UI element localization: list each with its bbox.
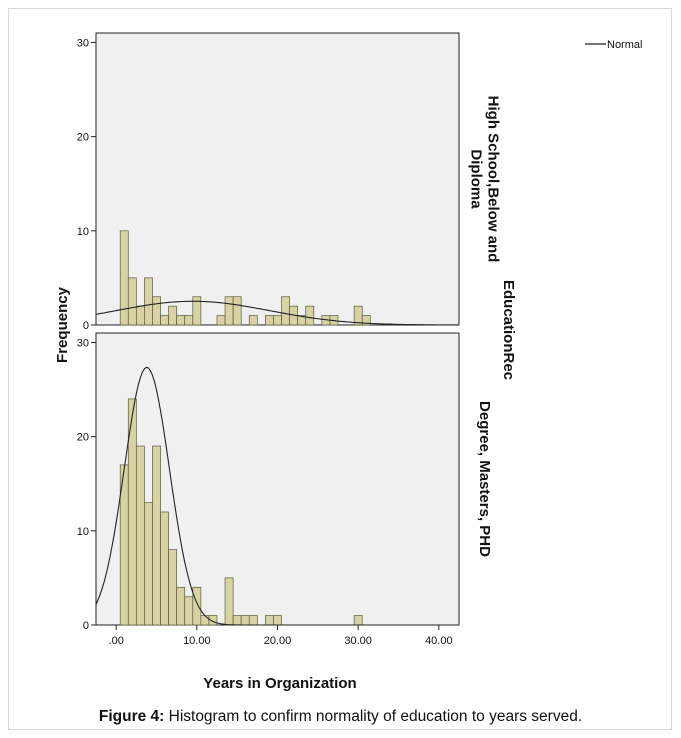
caption-text: Histogram to confirm normality of educat…: [164, 708, 583, 725]
histogram-bar: [135, 305, 145, 326]
y-axis-label: Frequency: [54, 286, 71, 363]
x-tick-label: 20.00: [264, 635, 292, 647]
y-tick-label: 0: [83, 620, 89, 632]
histogram-bar: [135, 445, 145, 626]
histogram-bar: [265, 615, 274, 626]
histogram-bar: [184, 596, 194, 626]
x-tick-label: .00: [109, 635, 124, 647]
x-axis-label: Years in Organization: [203, 675, 356, 692]
histogram-bar: [144, 277, 153, 326]
histogram-bar: [240, 615, 250, 626]
histogram-bar: [273, 315, 282, 326]
y-tick-label: 10: [77, 526, 89, 538]
histogram-bar: [192, 586, 202, 626]
histogram-bar: [152, 296, 161, 326]
histogram-bar: [144, 502, 153, 626]
y-tick-label: 30: [77, 337, 89, 349]
histogram-bar: [216, 315, 226, 326]
histogram-bar: [248, 615, 258, 626]
histogram-bar: [176, 315, 186, 326]
histogram-bar: [160, 511, 169, 626]
legend: Normal: [585, 39, 642, 51]
histogram-bar: [361, 315, 371, 326]
panel-background: [95, 32, 460, 326]
figure-caption: Figure 4: Histogram to confirm normality…: [0, 708, 681, 726]
histogram-bar: [224, 577, 234, 626]
histogram-bar: [127, 277, 137, 326]
histogram-bar: [248, 315, 258, 326]
histogram-bar: [273, 615, 282, 626]
panel-label: Diploma: [468, 149, 485, 209]
histogram-bar: [168, 549, 178, 626]
histogram-bar: [192, 296, 202, 326]
histogram-bar: [305, 305, 315, 326]
y-tick-label: 30: [77, 37, 89, 49]
x-tick-label: 40.00: [425, 635, 453, 647]
histogram-bar: [119, 230, 129, 326]
histogram-bar: [232, 296, 242, 326]
y-tick-label: 20: [77, 132, 89, 144]
facet-title: EducationRec: [500, 280, 517, 380]
histogram-bar: [176, 586, 186, 626]
panel-label: Degree, Masters, PHD: [476, 401, 493, 557]
normal-curve: [95, 300, 459, 326]
y-tick-label: 20: [77, 432, 89, 444]
caption-label: Figure 4:: [98, 708, 165, 725]
x-tick-label: 10.00: [183, 635, 211, 647]
figure-frame: [8, 8, 672, 730]
legend-normal-label: Normal: [607, 39, 642, 51]
histogram-bar: [224, 296, 234, 326]
panel-label: High School,Below and: [485, 96, 502, 263]
x-tick-label: 30.00: [344, 635, 372, 647]
histogram-bar: [232, 615, 242, 626]
histogram-bar: [353, 615, 363, 626]
histogram-chart: Frequency EducationRec Years in Organiza…: [54, 32, 642, 692]
y-tick-label: 0: [83, 320, 89, 332]
histogram-bar: [200, 615, 210, 626]
histogram-bar: [168, 305, 178, 326]
histogram-bar: [208, 615, 218, 626]
histogram-bar: [184, 315, 194, 326]
y-tick-label: 10: [77, 226, 89, 238]
histogram-bar: [265, 315, 274, 326]
histogram-bar: [160, 315, 169, 326]
histogram-bar: [281, 296, 290, 326]
histogram-bar: [152, 445, 161, 626]
